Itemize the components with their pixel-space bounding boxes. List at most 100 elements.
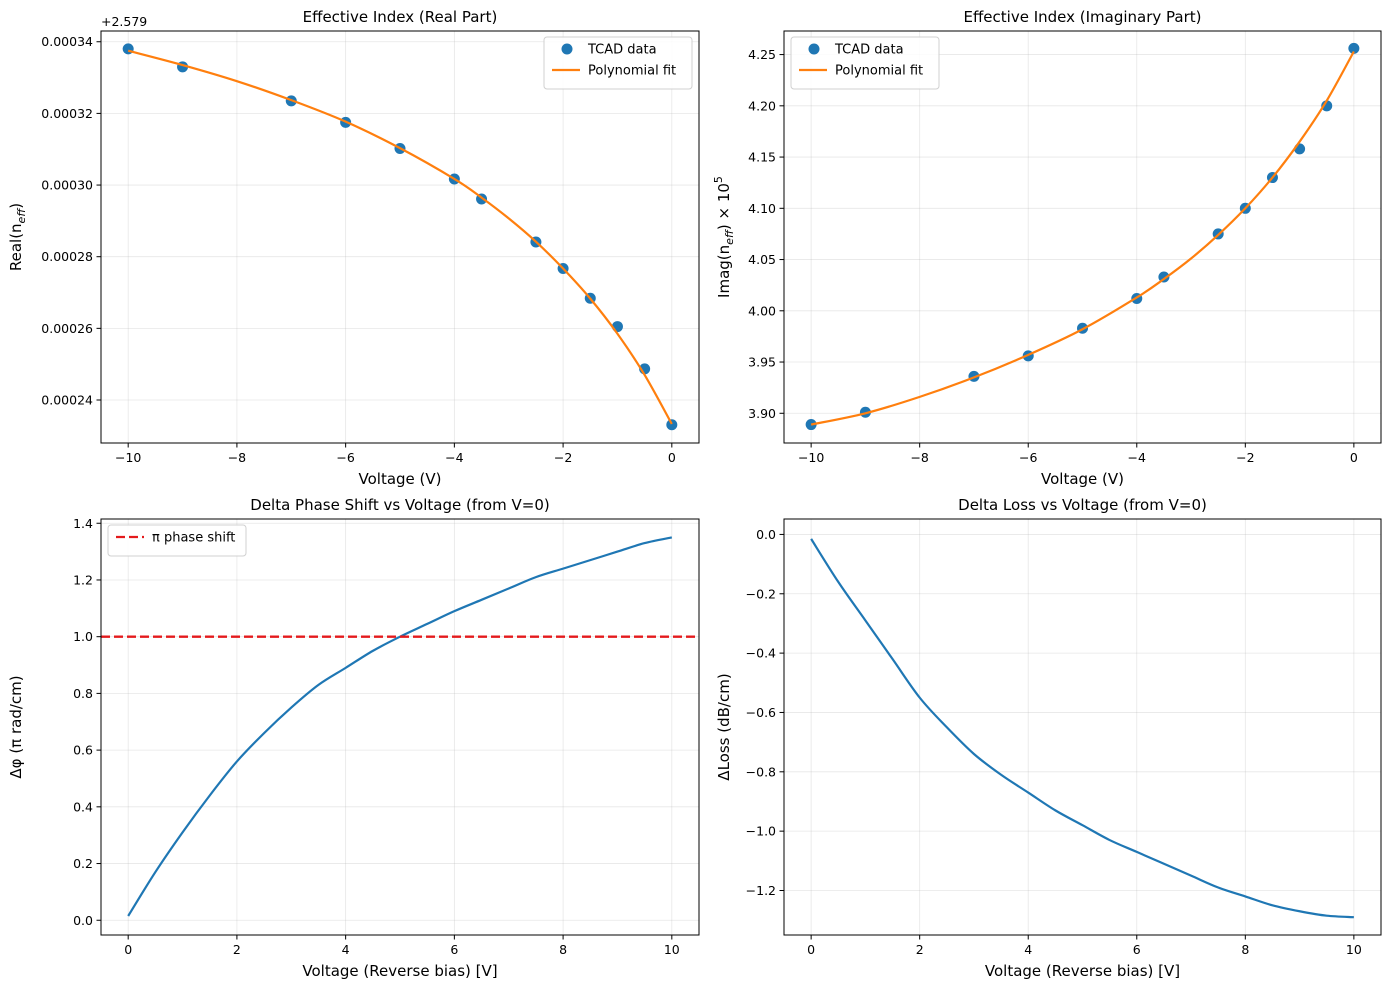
x-tick-label: 8 [559,942,567,957]
series-line-2 [810,50,1355,426]
x-tick-label: 8 [1241,942,1249,957]
y-tick-label: 3.90 [748,406,776,421]
y-tick-label: 0.00032 [41,106,93,121]
legend: π phase shift [107,524,247,557]
x-tick-label: 6 [1133,942,1141,957]
series-line-1 [810,538,1354,919]
y-tick-label: 0.00034 [41,34,93,49]
y-tick-label: 0.00024 [41,393,93,408]
x-tick-label: −4 [445,450,463,465]
y-axis-label-main: Real(n [7,223,25,271]
chart-panel-3: 0 2 4 6 8 10 0.0 0.2 0.4 0.6 0.8 1.0 1.2 1.4 Delta Pha… [7,496,700,980]
y-axis-label: Imag(neff) × 105 [712,176,736,298]
data-point [666,419,678,431]
y-tick-label: 4.00 [748,303,776,318]
x-axis-label: Voltage (Reverse bias) [V] [302,962,497,980]
y-tick-label: 4.15 [748,150,776,165]
legend-box [107,524,247,557]
x-tick-label: 4 [1024,942,1032,957]
x-tick-label: 4 [342,942,350,957]
x-tick-label: −10 [798,450,824,465]
x-tick-label: 0 [668,450,676,465]
x-axis-label: Voltage (V) [359,470,442,488]
plot-area [810,538,1354,919]
y-tick-label: 0.00026 [41,321,93,336]
x-tick-label: −2 [1236,450,1254,465]
x-tick-label: −6 [1019,450,1037,465]
y-tick-label: 4.05 [748,252,776,267]
x-axis-label: Voltage (V) [1041,470,1124,488]
y-tick-label: 0.4 [73,799,93,814]
legend-box [790,36,940,90]
x-tick-label: 0 [807,942,815,957]
plot-area [101,536,699,917]
chart-title: Delta Loss vs Voltage (from V=0) [958,496,1207,514]
x-tick-label: 0 [1350,450,1358,465]
data-point [1348,42,1360,54]
y-tick-label: 0.0 [73,913,93,928]
y-tick-label: −0.6 [746,705,776,720]
legend: TCAD data Polynomial fit [543,36,693,90]
y-tick-label: −1.0 [746,824,776,839]
y-axis-label-tail: ) [7,203,25,209]
chart-panel-2: −10 −8 −6 −4 −2 0 3.90 3.95 4.00 4.05 4.10 4.15 4.20… [712,8,1382,488]
legend-marker [808,43,820,55]
y-tick-label: 0.8 [73,686,93,701]
y-axis-label: Real(neff) [7,203,28,271]
y-axis-label-sub: eff [15,208,28,224]
x-tick-label: 10 [664,942,680,957]
y-tick-label: 4.25 [748,47,776,62]
x-tick-label: −8 [910,450,928,465]
axis-offset-text: +2.579 [101,14,147,29]
y-tick-label: 0.6 [73,743,93,758]
y-axis-label-main: Imag(n [715,245,733,298]
legend-label: TCAD data [834,43,904,58]
x-tick-label: −6 [336,450,354,465]
y-tick-label: −0.2 [746,586,776,601]
legend-label: Polynomial fit [588,64,676,79]
x-tick-label: −10 [115,450,141,465]
x-tick-label: 6 [450,942,458,957]
y-axis-label-sub: eff [723,229,736,245]
x-tick-label: 2 [233,942,241,957]
axes-frame [783,30,1382,444]
y-tick-label: −0.4 [746,646,776,661]
x-tick-label: −2 [554,450,572,465]
plot-area [122,43,678,431]
axes-frame [100,518,700,936]
x-axis-label: Voltage (Reverse bias) [V] [985,962,1180,980]
legend-marker [561,43,573,55]
y-tick-label: 4.20 [748,98,776,113]
y-axis-label: Δφ (π rad/cm) [7,675,25,778]
y-tick-label: 0.0 [756,527,776,542]
y-tick-label: 1.4 [73,516,93,531]
plot-area [805,42,1360,431]
y-axis-label-sup: 5 [712,176,725,183]
y-tick-label: −0.8 [746,764,776,779]
y-tick-label: 4.10 [748,201,776,216]
axes-frame [783,518,1382,936]
x-tick-label: 2 [916,942,924,957]
legend-label: Polynomial fit [835,64,923,79]
y-tick-label: 1.2 [73,572,93,587]
y-tick-label: 0.00028 [41,249,93,264]
y-tick-label: −1.2 [746,883,776,898]
legend-label: TCAD data [587,43,657,58]
x-tick-label: −8 [228,450,246,465]
x-tick-label: 0 [124,942,132,957]
series-line-2 [127,49,673,425]
chart-title: Effective Index (Imaginary Part) [963,8,1201,26]
chart-title: Effective Index (Real Part) [303,8,498,26]
y-axis-label-tail: ) × 10 [715,183,733,230]
y-axis-label: ΔLoss (dB/cm) [715,673,733,780]
y-tick-label: 0.00030 [41,178,93,193]
axes-frame [100,30,700,444]
legend-label: π phase shift [152,531,235,546]
legend: TCAD data Polynomial fit [790,36,940,90]
y-tick-label: 1.0 [73,629,93,644]
y-tick-label: 3.95 [748,355,776,370]
legend-box [543,36,693,90]
chart-panel-4: 0 2 4 6 8 10 0.0 −0.2 −0.4 −0.6 −0.8 −1.0 −1.2 Delta … [715,496,1382,980]
x-tick-label: 10 [1346,942,1362,957]
